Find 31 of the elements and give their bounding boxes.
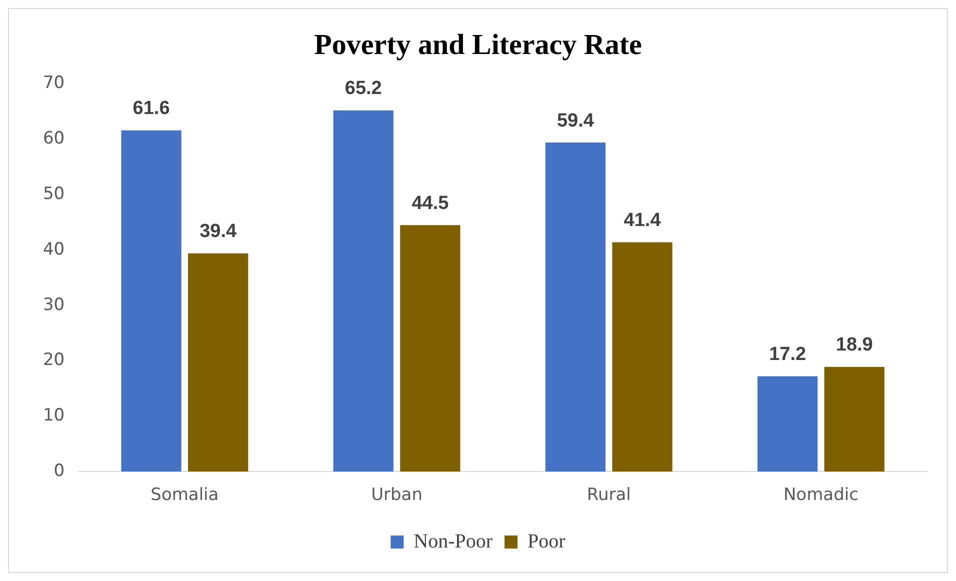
bar	[824, 366, 884, 472]
data-label: 61.6	[132, 98, 170, 120]
chart-title: Poverty and Literacy Rate	[314, 28, 642, 61]
data-label: 65.2	[344, 78, 382, 100]
bar	[188, 253, 248, 472]
bar	[612, 242, 672, 472]
legend-label: Poor	[528, 530, 566, 552]
y-tick-label: 30	[42, 294, 65, 315]
bar	[400, 225, 460, 472]
y-tick-label: 10	[42, 406, 65, 426]
bar	[757, 376, 818, 472]
x-tick-label: Somalia	[150, 485, 219, 506]
data-label: 41.4	[624, 210, 662, 231]
legend-label: Non-Poor	[414, 530, 493, 552]
y-tick-label: 0	[54, 461, 65, 482]
y-tick-label: 70	[42, 73, 65, 94]
data-label: 39.4	[200, 221, 238, 242]
x-tick-label: Nomadic	[783, 485, 858, 506]
bar	[545, 142, 606, 472]
data-label: 59.4	[556, 110, 594, 132]
data-label: 44.5	[412, 192, 450, 214]
data-label: 17.2	[769, 344, 806, 366]
y-tick-label: 50	[42, 184, 65, 204]
bar	[121, 130, 182, 472]
y-tick-label: 60	[42, 128, 65, 149]
data-label: 18.9	[836, 334, 873, 356]
x-tick-label: Urban	[371, 485, 422, 506]
y-tick-label: 20	[42, 350, 65, 370]
bar	[333, 110, 394, 472]
x-tick-label: Rural	[586, 485, 631, 506]
y-tick-label: 40	[42, 239, 65, 260]
